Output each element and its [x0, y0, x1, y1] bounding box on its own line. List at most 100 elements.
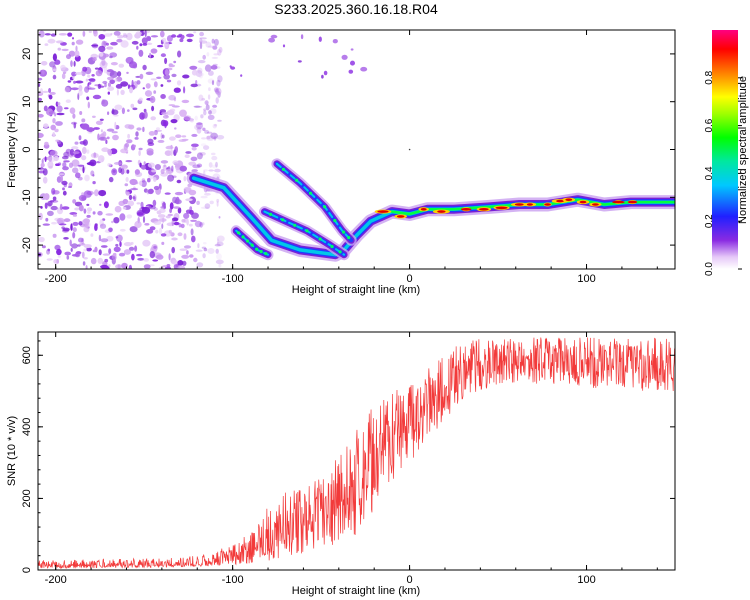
noise-blob [107, 91, 111, 95]
noise-blob [154, 164, 161, 170]
noise-blob [54, 113, 57, 117]
noise-blob [210, 65, 218, 70]
noise-blob [94, 223, 98, 231]
noise-blob [40, 206, 43, 209]
noise-blob [207, 114, 215, 120]
noise-blob [106, 128, 115, 132]
noise-blob [214, 168, 221, 173]
hot-spot-core [565, 198, 573, 201]
noise-blob [92, 211, 96, 215]
noise-blob [47, 38, 56, 44]
noise-blob [55, 163, 60, 166]
noise-blob [102, 53, 110, 58]
noise-blob [350, 60, 355, 66]
spectrogram-y-tick-label: 20 [21, 48, 33, 60]
hot-spot-core [396, 215, 405, 218]
noise-blob [49, 91, 56, 95]
noise-blob [131, 40, 139, 45]
noise-blob [177, 50, 182, 58]
noise-blob [158, 227, 163, 235]
noise-blob [145, 83, 151, 89]
colorbar-tick-label: 0.2 [704, 214, 715, 228]
snr-y-tick-label: 0 [21, 567, 33, 573]
noise-blob [62, 162, 67, 168]
noise-blob [189, 65, 198, 70]
noise-blob [74, 252, 81, 258]
noise-blob [78, 221, 83, 226]
noise-blob [126, 32, 133, 41]
noise-blob [200, 195, 208, 199]
noise-blob [44, 43, 49, 46]
ridge-dot [330, 244, 334, 249]
noise-blob [74, 141, 79, 145]
noise-blob [107, 111, 110, 115]
noise-blob [108, 248, 112, 255]
noise-blob [147, 162, 155, 168]
noise-blob [195, 249, 203, 252]
noise-blob [162, 265, 168, 268]
noise-blob [193, 257, 198, 263]
noise-blob [128, 246, 135, 251]
noise-blob [208, 169, 215, 172]
noise-blob [92, 115, 96, 119]
noise-blob [70, 60, 73, 67]
noise-blob [130, 60, 134, 65]
noise-blob [155, 229, 159, 234]
noise-blob [175, 163, 181, 171]
noise-blob [189, 206, 193, 211]
noise-blob [156, 127, 160, 131]
noise-blob [115, 243, 119, 247]
noise-blob [145, 71, 154, 76]
noise-blob [122, 206, 127, 210]
spectrogram-y-label: Frequency (Hz) [6, 112, 18, 188]
noise-blob [97, 83, 102, 89]
noise-blob [140, 164, 147, 170]
noise-blob [165, 145, 174, 150]
noise-blob [153, 177, 157, 182]
noise-blob [82, 66, 88, 72]
noise-blob [44, 33, 51, 36]
noise-blob [150, 35, 159, 38]
noise-blob [52, 68, 57, 72]
noise-blob [216, 198, 220, 203]
noise-blob [171, 260, 179, 265]
noise-blob [191, 146, 197, 151]
noise-blob [105, 139, 108, 144]
noise-blob [79, 243, 86, 246]
noise-blob [161, 134, 165, 139]
noise-blob [71, 41, 75, 46]
noise-blob [191, 235, 196, 243]
noise-blob [348, 69, 354, 74]
noise-blob [182, 74, 190, 79]
noise-blob [170, 119, 178, 124]
noise-blob [124, 142, 130, 148]
noise-blob [56, 248, 62, 256]
noise-blob [103, 201, 109, 209]
noise-blob [38, 212, 43, 221]
noise-blob [122, 34, 128, 38]
noise-blob [64, 251, 71, 256]
noise-blob [75, 39, 84, 45]
noise-blob [138, 49, 144, 57]
ridge-dot [347, 236, 351, 240]
noise-blob [160, 233, 167, 237]
noise-blob [171, 218, 174, 227]
noise-blob [56, 105, 63, 113]
spectrogram-y-ticks: -20 -10 0 10 20 [21, 34, 675, 265]
noise-blob [129, 86, 133, 94]
ridge-main-trace [186, 171, 675, 262]
noise-blob [72, 113, 76, 119]
noise-blob [175, 134, 182, 138]
noise-blob [181, 99, 190, 104]
noise-blob [183, 176, 187, 182]
noise-blob [38, 30, 45, 38]
noise-blob [177, 207, 182, 214]
noise-blob [89, 159, 97, 167]
noise-blob [146, 42, 153, 45]
noise-blob [206, 131, 213, 134]
noise-blob [108, 176, 114, 183]
noise-blob [147, 36, 151, 42]
noise-blob [173, 60, 177, 64]
noise-blob [105, 213, 114, 216]
spectrogram-x-tick-label: 0 [407, 273, 413, 285]
